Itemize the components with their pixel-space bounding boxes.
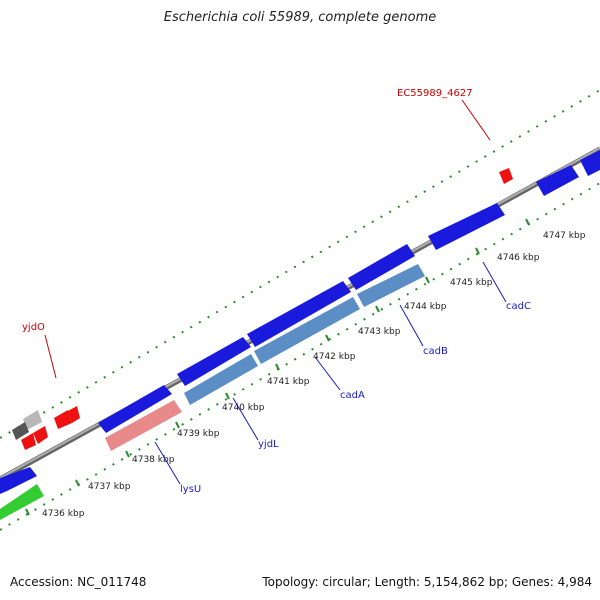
gene-arrow[interactable] — [536, 165, 579, 196]
gene-arrow[interactable] — [184, 354, 258, 405]
page-title: Escherichia coli 55989, complete genome — [163, 10, 437, 25]
kbp-label: 4745 kbp — [450, 278, 493, 288]
gene-label-lysU[interactable]: lysU — [180, 484, 201, 495]
reverse-strand-genes — [0, 264, 425, 520]
kbp-label: 4741 kbp — [267, 377, 310, 387]
gene-arrow[interactable] — [580, 150, 600, 176]
gene-arrow[interactable] — [499, 168, 513, 184]
gene-arrow[interactable] — [12, 422, 29, 440]
kbp-label: 4746 kbp — [497, 253, 540, 263]
label-leader-lines — [44, 99, 507, 485]
kbp-label: 4742 kbp — [313, 352, 356, 362]
gene-arrow[interactable] — [23, 410, 42, 430]
gene-arrow[interactable] — [428, 203, 505, 250]
gene-label-ec55989-4627[interactable]: EC55989_4627 — [397, 88, 473, 99]
kbp-label: 4743 kbp — [358, 327, 401, 337]
kbp-scale-labels: 4736 kbp 4737 kbp 4738 kbp 4739 kbp 4740… — [42, 231, 586, 519]
major-ticks — [25, 218, 530, 516]
gene-arrow[interactable] — [177, 337, 251, 386]
gene-arrow[interactable] — [98, 385, 172, 433]
gene-label-cadC[interactable]: cadC — [506, 301, 531, 312]
gene-label-yjdL[interactable]: yjdL — [258, 439, 279, 450]
gene-arrow[interactable] — [247, 281, 351, 347]
gene-arrow[interactable] — [54, 410, 72, 429]
gene-arrow[interactable] — [357, 264, 425, 307]
gene-arrow[interactable] — [348, 244, 415, 290]
gene-arrow[interactable] — [0, 484, 44, 520]
small-genes-cluster — [12, 168, 513, 450]
genome-track-diagram: 4736 kbp 4737 kbp 4738 kbp 4739 kbp 4740… — [0, 88, 600, 531]
gene-label-cadB[interactable]: cadB — [423, 346, 448, 357]
gene-arrow[interactable] — [254, 297, 360, 364]
gene-label-yjdO[interactable]: yjdO — [22, 322, 45, 333]
gene-labels: lysU yjdL cadA cadB cadC yjdO EC55989_46… — [22, 88, 531, 495]
gene-arrow[interactable] — [0, 467, 37, 494]
forward-strand-genes — [0, 150, 600, 494]
accession-label: Accession: NC_011748 — [10, 575, 147, 589]
kbp-label: 4739 kbp — [177, 429, 220, 439]
gene-arrow[interactable] — [33, 426, 48, 444]
gene-arrow[interactable] — [68, 406, 80, 423]
inner-tick-line — [0, 182, 600, 531]
kbp-label: 4738 kbp — [132, 455, 175, 465]
kbp-label: 4744 kbp — [404, 302, 447, 312]
kbp-label: 4737 kbp — [88, 482, 131, 492]
genome-summary: Topology: circular; Length: 5,154,862 bp… — [262, 575, 592, 589]
gene-arrow[interactable] — [21, 433, 36, 450]
gene-arrow[interactable] — [105, 400, 182, 451]
kbp-label: 4740 kbp — [222, 403, 265, 413]
kbp-label: 4747 kbp — [543, 231, 586, 241]
gene-label-cadA[interactable]: cadA — [340, 390, 365, 401]
kbp-label: 4736 kbp — [42, 509, 85, 519]
